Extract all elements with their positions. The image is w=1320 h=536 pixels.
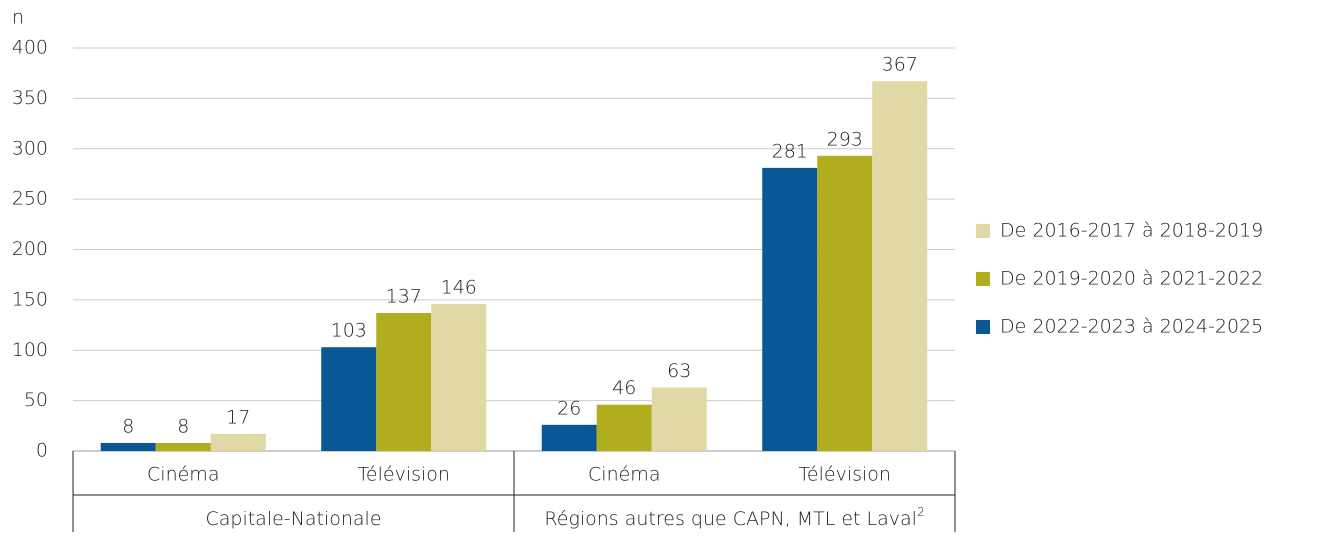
y-tick-label: 100: [12, 339, 48, 361]
data-label: 367: [882, 54, 918, 76]
legend-swatch: [976, 320, 990, 334]
bar: [541, 424, 597, 451]
legend-label: De 2022-2023 à 2024-2025: [1000, 316, 1263, 338]
legend-swatch: [976, 224, 990, 238]
legend-swatch: [976, 272, 990, 286]
y-tick-label: 0: [36, 440, 48, 462]
bar: [431, 303, 487, 451]
data-label: 293: [827, 128, 863, 150]
data-label: 8: [122, 415, 134, 437]
legend-label: De 2016-2017 à 2018-2019: [1000, 220, 1263, 242]
bar: [210, 433, 266, 451]
bar: [321, 347, 377, 451]
group-label: Capitale-Nationale: [205, 508, 381, 530]
group-label-text: Régions autres que CAPN, MTL et Laval: [544, 508, 917, 530]
y-tick-label: 200: [12, 238, 48, 260]
bar: [155, 442, 211, 451]
x-tick-label: Cinéma: [588, 464, 660, 486]
y-axis-label: n: [12, 7, 24, 29]
bar: [651, 387, 707, 451]
y-tick-label: 250: [12, 188, 48, 210]
legend-label: De 2019-2020 à 2021-2022: [1000, 268, 1263, 290]
data-label: 26: [557, 397, 581, 419]
y-tick-label: 400: [12, 37, 48, 59]
data-label: 63: [667, 360, 691, 382]
group-label-text: Capitale-Nationale: [205, 508, 381, 530]
y-tick-label: 50: [24, 389, 48, 411]
x-tick-label: Télévision: [358, 464, 450, 486]
x-tick-label: Télévision: [799, 464, 891, 486]
data-label: 281: [772, 140, 808, 162]
bar: [872, 81, 928, 451]
data-label: 8: [177, 415, 189, 437]
y-tick-label: 300: [12, 137, 48, 159]
bar: [596, 404, 652, 451]
data-label: 17: [226, 406, 250, 428]
footnote-mark: 2: [917, 505, 925, 519]
data-label: 103: [331, 320, 367, 342]
x-tick-label: Cinéma: [147, 464, 219, 486]
data-label: 137: [386, 285, 422, 307]
bar: [376, 312, 432, 451]
y-tick-label: 350: [12, 87, 48, 109]
data-label: 146: [441, 276, 477, 298]
data-label: 46: [612, 377, 636, 399]
y-tick-label: 150: [12, 288, 48, 310]
bar: [100, 442, 156, 451]
bar: [817, 155, 873, 452]
group-label: Régions autres que CAPN, MTL et Laval2: [544, 505, 924, 530]
bar: [762, 167, 818, 451]
